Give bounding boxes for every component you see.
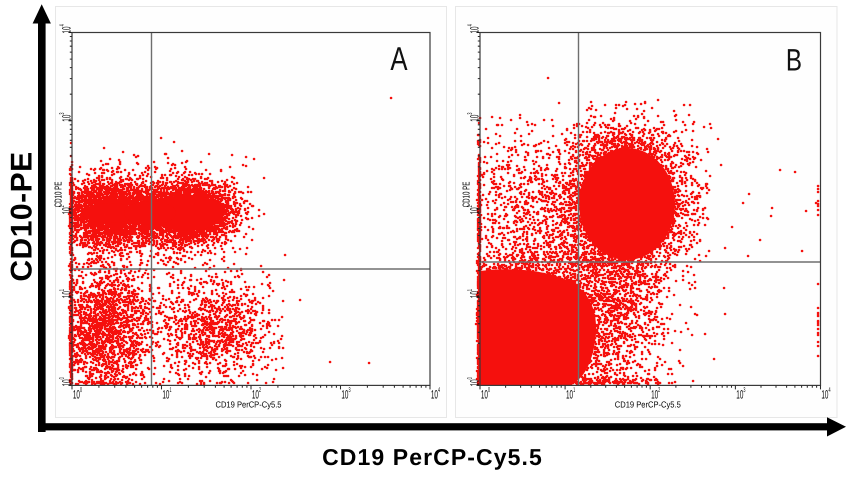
svg-text:CD10 PE: CD10 PE xyxy=(54,181,65,207)
svg-text:103: 103 xyxy=(736,387,745,402)
svg-text:103: 103 xyxy=(467,112,482,121)
svg-text:CD10 PE: CD10 PE xyxy=(462,181,473,207)
svg-text:101: 101 xyxy=(566,387,575,402)
svg-text:102: 102 xyxy=(59,205,74,214)
svg-text:104: 104 xyxy=(59,24,74,33)
svg-text:102: 102 xyxy=(467,205,482,214)
svg-text:104: 104 xyxy=(431,387,440,402)
svg-text:102: 102 xyxy=(252,387,261,402)
svg-text:100: 100 xyxy=(73,387,82,402)
svg-text:102: 102 xyxy=(651,387,660,402)
svg-text:CD19 PerCP-Cy5.5: CD19 PerCP-Cy5.5 xyxy=(322,444,543,470)
svg-text:CD19 PerCP-Cy5.5: CD19 PerCP-Cy5.5 xyxy=(615,400,681,410)
svg-text:B: B xyxy=(786,43,802,78)
svg-text:100: 100 xyxy=(59,377,74,386)
svg-text:A: A xyxy=(390,40,407,77)
svg-text:101: 101 xyxy=(467,289,482,298)
svg-text:100: 100 xyxy=(467,377,482,386)
svg-text:101: 101 xyxy=(59,289,74,298)
svg-text:100: 100 xyxy=(481,387,490,402)
svg-text:104: 104 xyxy=(821,387,830,402)
svg-text:104: 104 xyxy=(467,24,482,33)
svg-text:101: 101 xyxy=(162,387,171,402)
svg-text:CD10-PE: CD10-PE xyxy=(6,151,39,281)
svg-text:CD19 PerCP-Cy5.5: CD19 PerCP-Cy5.5 xyxy=(215,400,281,410)
svg-text:103: 103 xyxy=(59,112,74,121)
svg-text:103: 103 xyxy=(341,387,350,402)
